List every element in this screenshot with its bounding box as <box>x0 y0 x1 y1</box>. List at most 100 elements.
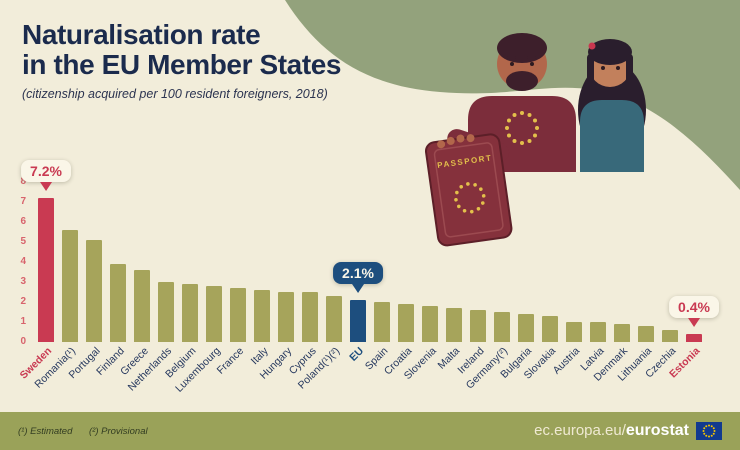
page-title-line1: Naturalisation rate <box>22 19 261 50</box>
callout-estonia: 0.4% <box>669 296 719 327</box>
x-label-slot-malta: Malta <box>436 342 466 412</box>
y-tick-1: 1 <box>20 316 26 327</box>
man-eyebrow-right <box>527 56 536 59</box>
man-eye-left <box>510 62 514 66</box>
bar-slot-greece <box>130 172 154 342</box>
x-axis-labels: Sweden Romania(¹) Portugal Finland Greece Net… <box>18 342 706 412</box>
woman-hair-strand-right <box>626 54 633 90</box>
bar-italy <box>254 290 270 342</box>
y-tick-7: 7 <box>20 196 26 207</box>
woman-hair-strand-left <box>587 54 594 90</box>
bar-slot-eu: 2.1% <box>333 172 383 342</box>
bar-slot-malta <box>442 172 466 342</box>
bar-slot-latvia <box>586 172 610 342</box>
man-hand <box>444 148 460 164</box>
man-eye-right <box>530 62 534 66</box>
bar-slot-germany <box>490 172 514 342</box>
bar-bulgaria <box>518 314 534 342</box>
eurostat-branding-link[interactable]: ec.europa.eu/eurostat <box>534 422 722 440</box>
woman-hair-back <box>578 62 646 158</box>
bar-slot-estonia: 0.4% <box>669 172 719 342</box>
callout-eu: 2.1% <box>333 262 383 293</box>
bar-slot-portugal <box>82 172 106 342</box>
bar-cyprus <box>302 292 318 342</box>
y-tick-4: 4 <box>20 256 26 267</box>
bar-spain <box>374 302 390 342</box>
y-tick-3: 3 <box>20 276 26 287</box>
page-title-line2: in the EU Member States <box>22 48 342 80</box>
bar-slot-slovenia <box>418 172 442 342</box>
bar-slot-spain <box>370 172 394 342</box>
callout-sweden: 7.2% <box>21 160 71 191</box>
bars-row: 7.2% 2.1% 0.4% <box>21 160 719 342</box>
footnote-provisional: (²) Provisional <box>89 425 148 437</box>
y-tick-0: 0 <box>20 336 26 347</box>
bar-croatia <box>398 304 414 342</box>
finger-1 <box>437 140 446 149</box>
bar-slovenia <box>422 306 438 342</box>
bar-ireland <box>470 310 486 342</box>
callout-pointer-sweden <box>39 182 52 191</box>
bar-slot-hungary <box>274 172 298 342</box>
bar-germany <box>494 312 510 342</box>
callout-pointer-eu <box>351 284 364 293</box>
bar-slovakia <box>542 316 558 342</box>
bar-luxembourg <box>206 286 222 342</box>
bar-slot-croatia <box>394 172 418 342</box>
bar-slot-sweden: 7.2% <box>21 160 71 342</box>
callout-pointer-estonia <box>687 318 700 327</box>
x-label-slot-estonia: Estonia <box>667 342 706 412</box>
bar-chart: 0 1 2 3 4 5 6 7 8 7.2% 2.1% 0.4% Sweden Romania(¹) P… <box>0 160 740 412</box>
bar-slot-austria <box>562 172 586 342</box>
bar-romania <box>62 230 78 342</box>
bar-slot-belgium <box>178 172 202 342</box>
bar-belgium <box>182 284 198 342</box>
bar-slot-italy <box>250 172 274 342</box>
y-tick-2: 2 <box>20 296 26 307</box>
bar-greece <box>134 270 150 342</box>
y-tick-6: 6 <box>20 216 26 227</box>
bar-hungary <box>278 292 294 342</box>
man-arm <box>447 129 510 162</box>
bar-malta <box>446 308 462 342</box>
eurostat-url-bold: eurostat <box>625 422 689 439</box>
bar-france <box>230 288 246 342</box>
y-tick-5: 5 <box>20 236 26 247</box>
bar-slot-denmark <box>610 172 634 342</box>
bar-slot-france <box>226 172 250 342</box>
bar-latvia <box>590 322 606 342</box>
bar-poland <box>326 296 342 342</box>
bar-slot-romania <box>58 172 82 342</box>
bar-slot-czechia <box>658 172 682 342</box>
eu-flag-logo-icon <box>696 422 722 440</box>
passport-label: PASSPORT <box>437 153 493 170</box>
bar-lithuania <box>638 326 654 342</box>
finger-4 <box>466 134 475 143</box>
bar-eu <box>350 300 366 342</box>
bar-netherlands <box>158 282 174 342</box>
man-shirt-eu-stars <box>505 111 539 145</box>
page-subtitle: (citizenship acquired per 100 resident f… <box>22 87 328 102</box>
footnote-estimated: (¹) Estimated <box>18 425 73 437</box>
footnotes: (¹) Estimated (²) Provisional <box>18 426 162 437</box>
man-eyebrow-left <box>507 56 516 59</box>
background-wave <box>285 0 740 190</box>
x-label-eu: EU <box>347 345 367 364</box>
y-axis: 0 1 2 3 4 5 6 7 8 <box>8 172 30 347</box>
eurostat-url-prefix: ec.europa.eu/ <box>534 422 626 439</box>
x-label-slot-poland: Poland(¹)(²) <box>296 342 346 412</box>
woman-eye-left <box>601 66 605 70</box>
bar-slot-poland <box>322 172 346 342</box>
bar-austria <box>566 322 582 342</box>
bar-slot-finland <box>106 172 130 342</box>
bar-denmark <box>614 324 630 342</box>
bar-slot-slovakia <box>538 172 562 342</box>
bar-slot-bulgaria <box>514 172 538 342</box>
man-beard <box>506 71 538 91</box>
bar-slot-ireland <box>466 172 490 342</box>
woman-hair-flower <box>588 42 596 50</box>
bar-slot-lithuania <box>634 172 658 342</box>
footer-bar: (¹) Estimated (²) Provisional ec.europa.… <box>0 412 740 450</box>
bar-portugal <box>86 240 102 342</box>
woman-eye-right <box>616 66 620 70</box>
